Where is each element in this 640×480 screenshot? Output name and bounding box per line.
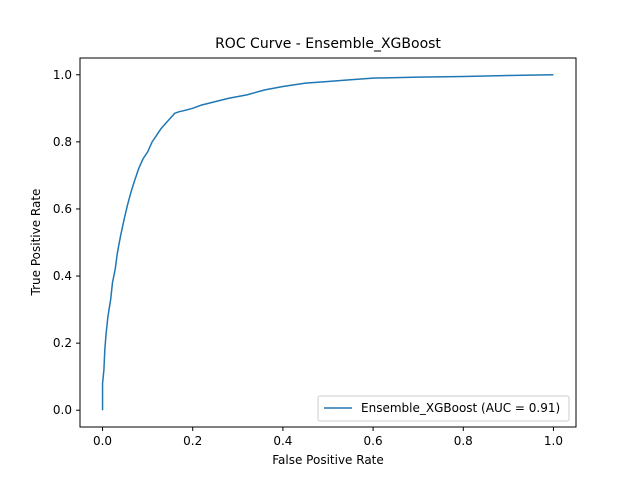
y-axis-label: True Positive Rate bbox=[29, 189, 43, 297]
x-tick-label: 0.4 bbox=[273, 434, 292, 448]
x-axis-label: False Positive Rate bbox=[272, 453, 384, 467]
y-axis-ticks: 0.0 0.2 0.4 0.6 0.8 1.0 bbox=[53, 68, 80, 417]
legend: Ensemble_XGBoost (AUC = 0.91) bbox=[317, 395, 570, 422]
series-layer bbox=[101, 74, 554, 411]
plot-area bbox=[79, 57, 577, 428]
x-axis-ticks: 0.0 0.2 0.4 0.6 0.8 1.0 bbox=[93, 427, 563, 448]
y-tick-label: 0.8 bbox=[53, 135, 72, 149]
chart-title: ROC Curve - Ensemble_XGBoost bbox=[215, 36, 441, 52]
x-tick-label: 0.0 bbox=[93, 434, 112, 448]
y-tick-label: 0.6 bbox=[53, 202, 72, 216]
x-tick-label: 0.6 bbox=[364, 434, 383, 448]
x-tick-label: 0.2 bbox=[183, 434, 202, 448]
y-tick-label: 1.0 bbox=[53, 68, 72, 82]
legend-box bbox=[317, 395, 570, 422]
y-tick-label: 0.0 bbox=[53, 403, 72, 417]
x-tick-label: 0.8 bbox=[454, 434, 473, 448]
y-tick-label: 0.4 bbox=[53, 269, 72, 283]
y-tick-label: 0.2 bbox=[53, 336, 72, 350]
x-tick-label: 1.0 bbox=[544, 434, 563, 448]
legend-label: Ensemble_XGBoost (AUC = 0.91) bbox=[361, 401, 560, 415]
roc-curve-line bbox=[101, 74, 554, 411]
